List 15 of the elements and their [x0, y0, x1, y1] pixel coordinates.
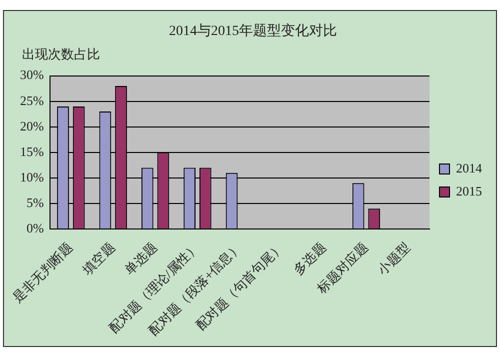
chart-title: 2014与2015年题型变化对比 [169, 23, 337, 40]
legend-label: 2015 [456, 183, 482, 198]
x-tick-label: 填空题 [78, 240, 118, 278]
y-tick-label: 25% [20, 92, 44, 108]
y-tick-label: 20% [20, 118, 44, 134]
y-tick-label: 5% [26, 194, 44, 210]
x-tick-label: 小题型 [374, 240, 413, 278]
x-tick-label: 是非无判断题 [10, 240, 76, 306]
y-tick-label: 10% [20, 169, 44, 184]
y-tick-label: 0% [26, 220, 44, 236]
x-tick-label: 单选题 [122, 240, 160, 278]
legend-label: 2014 [456, 160, 482, 176]
y-tick-label: 15% [20, 144, 44, 159]
y-tick-label: 30% [20, 67, 44, 82]
y-axis-title: 出现次数占比 [22, 46, 100, 62]
